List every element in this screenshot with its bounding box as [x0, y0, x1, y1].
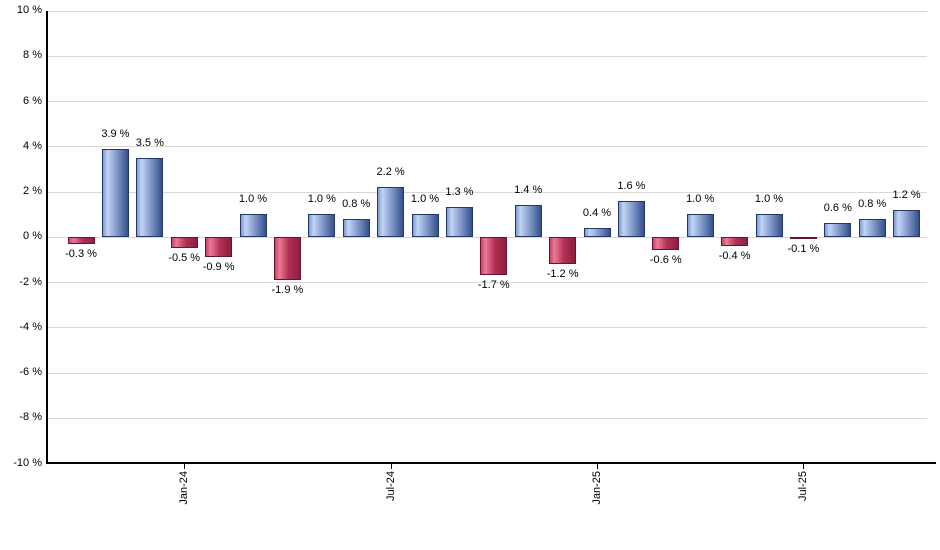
- bar-value-label: 1.0 %: [686, 193, 715, 206]
- y-axis-label: -6 %: [19, 366, 42, 378]
- monthly-return-bar[interactable]: [445, 207, 473, 237]
- gridline: [48, 146, 927, 147]
- bar-value-label: -0.3 %: [65, 247, 97, 260]
- monthly-return-bar[interactable]: [858, 218, 886, 237]
- x-axis-label: Jul-24: [385, 471, 397, 501]
- monthly-return-bar[interactable]: [101, 148, 129, 237]
- x-axis-label: Jan-25: [591, 471, 603, 505]
- x-axis-tick: [391, 464, 392, 469]
- bar-value-label: 3.9 %: [101, 127, 130, 140]
- x-axis-tick: [597, 464, 598, 469]
- bar-value-label: -1.7 %: [477, 279, 510, 292]
- monthly-return-bar[interactable]: [824, 223, 852, 237]
- bar-value-label: 0.8 %: [858, 197, 887, 210]
- monthly-return-bar[interactable]: [514, 205, 542, 237]
- monthly-return-bar[interactable]: [652, 236, 680, 251]
- gridline: [48, 56, 927, 57]
- bar-value-label: -0.9 %: [202, 261, 235, 274]
- bar-value-label: 2.2 %: [376, 165, 405, 178]
- bar-value-label: 0.4 %: [582, 206, 612, 219]
- bar-value-label: 0.8 %: [342, 197, 371, 210]
- y-axis-label: 4 %: [23, 140, 42, 152]
- monthly-return-bar[interactable]: [342, 218, 370, 237]
- bar-value-label: -0.1 %: [787, 243, 820, 255]
- gridline: [48, 373, 927, 374]
- x-axis-label: Jan-24: [178, 471, 190, 505]
- monthly-return-bar[interactable]: [67, 236, 95, 244]
- bar-value-label: 1.3 %: [445, 186, 474, 199]
- monthly-return-bar[interactable]: [755, 214, 783, 237]
- monthly-return-bar[interactable]: [136, 157, 164, 237]
- bar-value-label: 1.0 %: [238, 193, 268, 206]
- bar-value-label: -0.5 %: [168, 252, 201, 265]
- bar-value-label: -1.2 %: [546, 267, 579, 280]
- y-axis-label: 6 %: [23, 95, 42, 107]
- monthly-return-bar[interactable]: [273, 236, 301, 280]
- monthly-return-bar[interactable]: [583, 227, 611, 237]
- y-axis-label: 0 %: [23, 230, 42, 242]
- y-axis-line: [46, 11, 48, 463]
- y-axis-label: 8 %: [23, 49, 42, 61]
- y-axis-label: -10 %: [13, 457, 42, 469]
- bar-value-label: 1.0 %: [307, 193, 336, 206]
- y-axis-label: -8 %: [19, 411, 42, 423]
- bar-value-label: 3.5 %: [135, 136, 164, 149]
- y-axis-label: -4 %: [19, 321, 42, 333]
- y-axis-label: 2 %: [23, 185, 42, 197]
- monthly-return-bar[interactable]: [893, 209, 921, 237]
- x-axis-label: Jul-25: [797, 471, 809, 501]
- x-axis-line: [46, 462, 936, 464]
- x-axis-tick: [184, 464, 185, 469]
- gridline: [48, 282, 927, 283]
- y-axis-label: -2 %: [19, 276, 42, 288]
- bar-value-label: 1.0 %: [754, 193, 784, 206]
- bar-value-label: 0.6 %: [823, 202, 852, 215]
- monthly-return-bar[interactable]: [721, 236, 749, 246]
- monthly-return-bar[interactable]: [205, 236, 233, 258]
- monthly-return-bar[interactable]: [549, 236, 577, 264]
- bar-value-label: 1.0 %: [410, 193, 440, 206]
- bar-value-label: -0.6 %: [649, 254, 682, 267]
- gridline: [48, 101, 927, 102]
- gridline: [48, 192, 927, 193]
- monthly-return-bar[interactable]: [686, 214, 714, 237]
- gridline: [48, 418, 927, 419]
- monthly-return-bar[interactable]: [617, 200, 645, 237]
- gridline: [48, 327, 927, 328]
- bar-value-label: 1.6 %: [617, 179, 646, 192]
- monthly-return-bar[interactable]: [170, 236, 198, 249]
- monthly-return-bar[interactable]: [411, 214, 439, 237]
- monthly-return-bar[interactable]: [308, 214, 336, 237]
- bar-value-label: -0.4 %: [718, 249, 751, 262]
- monthly-return-bar[interactable]: [239, 214, 267, 237]
- monthly-return-bar[interactable]: [789, 236, 817, 239]
- y-axis-label: 10 %: [16, 4, 42, 16]
- monthly-return-bar[interactable]: [377, 186, 405, 237]
- x-axis-tick: [803, 464, 804, 469]
- monthly-return-bar[interactable]: [480, 236, 508, 276]
- bar-value-label: -1.9 %: [271, 283, 304, 296]
- gridline: [48, 11, 927, 12]
- bar-value-label: 1.2 %: [892, 188, 921, 201]
- bar-value-label: 1.4 %: [514, 184, 543, 197]
